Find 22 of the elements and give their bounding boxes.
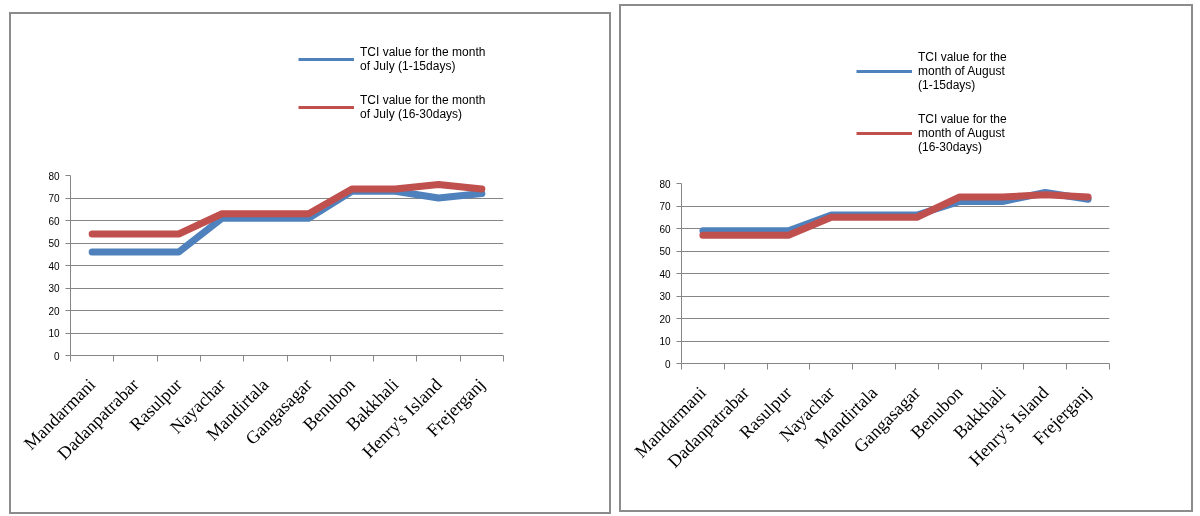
legend-label: TCI value for the month of July (16-30days): [360, 93, 486, 121]
y-tick-label: 70: [48, 193, 60, 204]
y-tick-label: 40: [659, 268, 671, 280]
y-tick-label: 60: [48, 215, 60, 227]
legend-label: TCI value for the month of August (1-15days): [918, 50, 1007, 92]
y-tick-label: 0: [53, 350, 60, 362]
legend-label: TCI value for the month of July (1-15days): [360, 45, 486, 73]
y-tick-label: 20: [659, 313, 671, 325]
y-tick-label: 50: [48, 238, 60, 249]
y-tick-label: 0: [664, 358, 671, 370]
y-tick-label: 80: [48, 170, 60, 182]
y-tick-label: 60: [659, 223, 671, 235]
y-tick-label: 20: [48, 305, 60, 317]
y-tick-label: 10: [659, 336, 671, 347]
y-tick-label: 70: [659, 201, 671, 212]
y-tick-label: 40: [48, 260, 60, 272]
legend-label: TCI value for the month of August (16-30days): [918, 112, 1007, 154]
y-tick-label: 30: [659, 291, 671, 302]
y-tick-label: 80: [659, 178, 671, 190]
y-tick-label: 50: [659, 246, 671, 257]
y-tick-label: 30: [48, 283, 60, 294]
y-tick-label: 10: [48, 328, 60, 339]
